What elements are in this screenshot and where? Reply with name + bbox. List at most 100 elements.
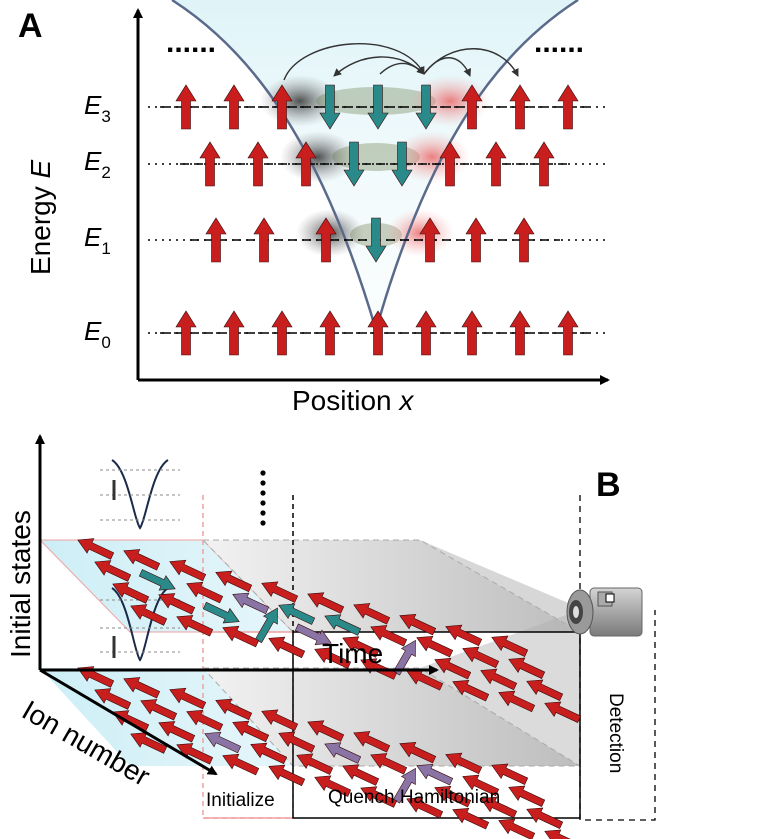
ion-number-axis <box>39 668 218 776</box>
quench-hamiltonian-label: Quench Hamiltonian <box>328 787 500 808</box>
spin-arrow-lower <box>222 753 260 776</box>
spin-up-arrow <box>461 84 483 130</box>
spin-down-arrow <box>319 84 341 130</box>
spin-arrow-lower <box>112 710 150 732</box>
spin-arrow-upper <box>123 549 161 571</box>
spin-arrow-upper <box>491 635 529 657</box>
spin-arrow-lower <box>353 731 391 753</box>
spin-arrow-lower <box>314 775 352 797</box>
spin-arrow-upper <box>526 679 564 701</box>
spin-up-arrow <box>509 84 531 130</box>
spin-arrow-upper <box>294 623 332 645</box>
spin-arrow-upper <box>434 657 472 680</box>
spin-arrow-lower <box>526 807 564 829</box>
spin-arrow-upper <box>324 614 362 636</box>
spin-arrow-upper <box>452 679 490 702</box>
spin-up-arrow <box>205 217 227 263</box>
spin-arrow-upper <box>399 613 437 636</box>
spin-arrow-lower <box>307 720 345 742</box>
spin-arrow-upper <box>416 635 454 658</box>
spin-arrow-upper <box>462 646 500 669</box>
spin-up-arrow <box>419 217 441 263</box>
spin-arrow-upper <box>353 603 391 625</box>
panel-b-label: B <box>596 466 621 504</box>
time-label: Time <box>322 638 383 669</box>
camera-icon <box>566 587 643 637</box>
spin-arrow-lower <box>544 829 582 839</box>
initial-states-label: Initial states <box>5 510 36 658</box>
spin-arrow-upper <box>480 668 518 691</box>
spin-arrow-upper <box>215 570 253 593</box>
spin-arrow-lower <box>452 807 490 830</box>
detection-label: Detection <box>605 693 626 773</box>
trap-sketch-upper <box>100 459 180 530</box>
spin-arrow-lower <box>232 720 270 743</box>
spin-up-arrow <box>175 84 197 130</box>
spin-arrow-upper <box>130 604 168 626</box>
spin-arrow-upper <box>222 625 260 648</box>
spin-up-arrow <box>223 84 245 130</box>
spin-arrow-upper <box>77 538 115 560</box>
panel-a: A <box>18 0 610 416</box>
spin-arrow-upper <box>202 601 240 624</box>
detection-light-cone-lower <box>420 610 580 766</box>
energy-axis-label: Energy E <box>25 160 56 276</box>
spin-arrow-lower <box>250 742 288 765</box>
panel-b-spins <box>77 538 582 839</box>
spin-up-arrow <box>247 141 269 187</box>
spin-up-arrow <box>533 141 555 187</box>
spin-up-arrow <box>315 217 337 263</box>
spin-arrow-upper <box>307 592 345 614</box>
spin-down-arrow <box>343 141 365 187</box>
spin-arrow-upper <box>186 581 224 604</box>
spin-arrow-upper <box>112 582 150 604</box>
spin-up-arrow <box>557 310 579 356</box>
spin-arrow-lower <box>370 753 408 775</box>
level-label-e3: E3 <box>84 90 111 126</box>
spin-up-arrow <box>271 310 293 356</box>
spin-arrow-lower <box>498 818 536 839</box>
spin-arrow-upper <box>314 647 352 669</box>
spin-arrow-upper <box>342 636 380 658</box>
spin-up-arrow <box>439 141 461 187</box>
spin-arrow-upper <box>370 625 408 647</box>
spin-arrow-lower <box>186 709 224 732</box>
initialize-label: Initialize <box>206 790 275 811</box>
spin-arrow-lower <box>360 786 398 808</box>
spin-arrow-lower <box>399 741 437 764</box>
level-label-e2: E2 <box>84 146 111 182</box>
spin-arrow-lower <box>278 731 316 753</box>
spin-arrow-upper <box>445 624 483 647</box>
spin-up-arrow <box>367 310 389 356</box>
spin-up-arrow <box>175 310 197 356</box>
spin-arrow-lower <box>392 767 416 804</box>
spin-arrow-upper <box>169 559 207 582</box>
ellipsis-left: ...... <box>166 26 216 59</box>
level-label-e1: E1 <box>84 222 111 258</box>
spin-arrow-lower <box>462 774 500 797</box>
spin-arrow-lower <box>77 666 115 688</box>
spin-arrow-lower <box>406 797 444 819</box>
spin-up-arrow <box>513 217 535 263</box>
spin-arrow-lower <box>416 763 454 786</box>
spin-up-arrow <box>415 310 437 356</box>
spin-arrow-lower <box>445 752 483 775</box>
spin-up-arrow <box>223 310 245 356</box>
spin-arrow-lower <box>491 763 529 785</box>
spin-arrow-upper <box>392 639 416 676</box>
spin-arrow-upper <box>261 581 299 603</box>
spin-arrow-upper <box>158 593 196 615</box>
spin-arrow-lower <box>158 721 196 743</box>
detection-light-cone <box>420 540 580 632</box>
spin-arrow-lower <box>204 731 242 754</box>
spin-arrow-lower <box>140 699 178 721</box>
position-axis-label: Position x <box>292 385 414 416</box>
trap-sketch-lower <box>100 587 180 662</box>
level-label-e0: E0 <box>84 316 111 352</box>
spin-up-arrow <box>319 310 341 356</box>
ellipsis-right: ...... <box>534 26 584 59</box>
spin-down-arrow <box>365 217 387 263</box>
spin-arrow-upper <box>508 657 546 679</box>
spin-up-arrow <box>557 84 579 130</box>
